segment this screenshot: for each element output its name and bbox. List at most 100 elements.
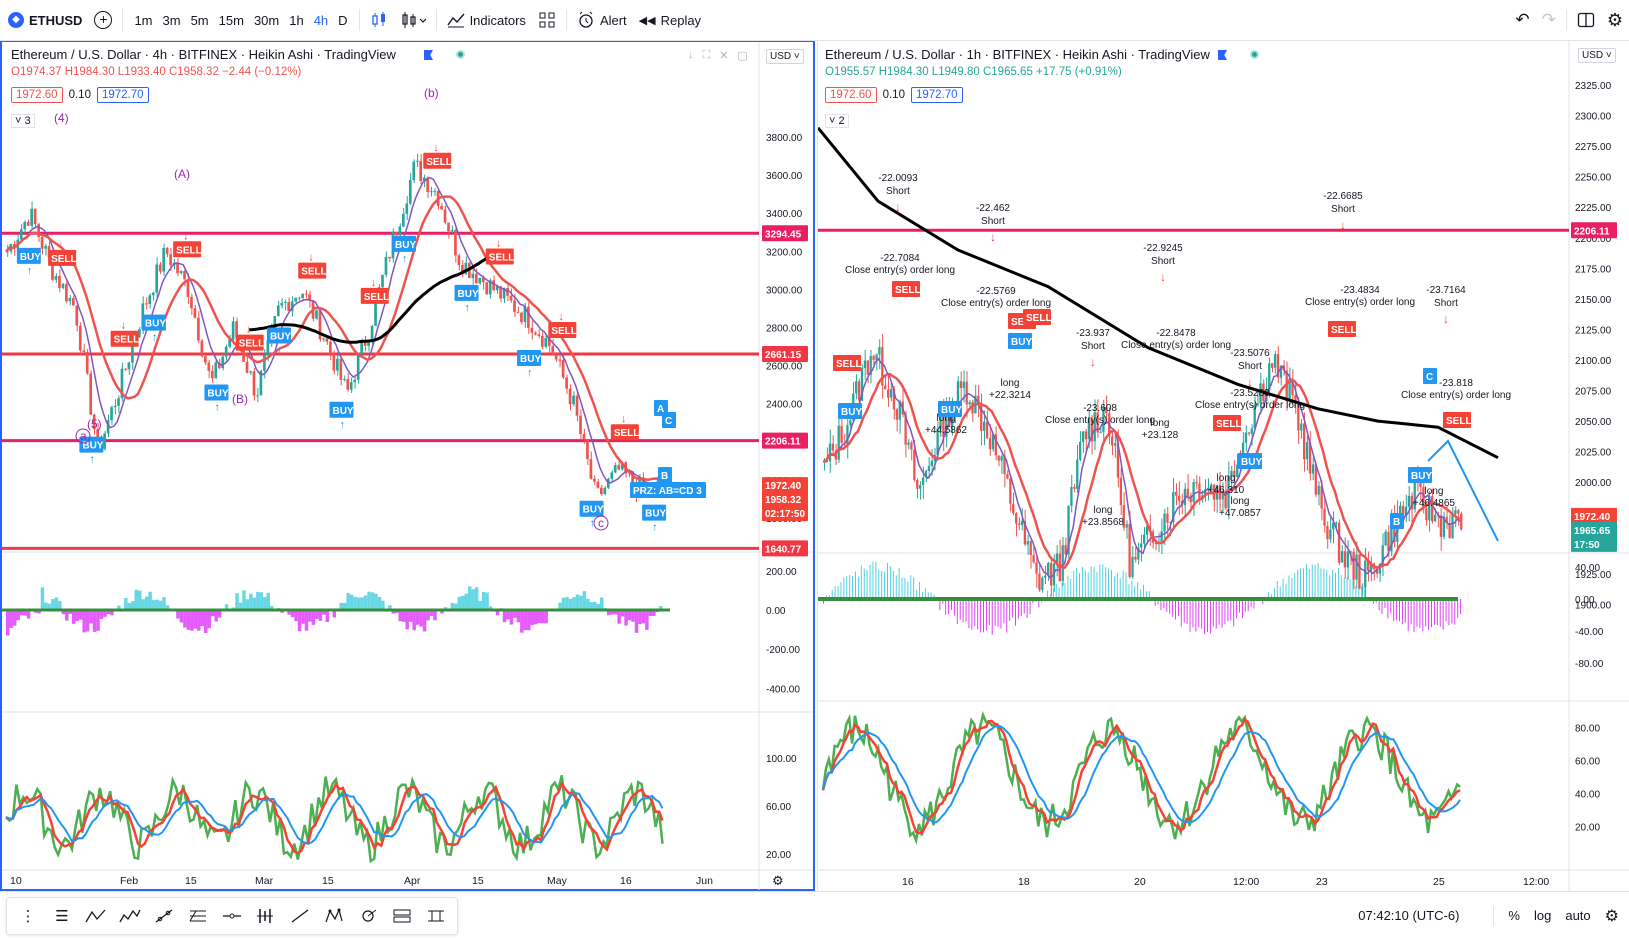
osc1-histogram-bar [659,606,663,610]
candle-body [103,433,106,449]
candle-body [301,293,304,299]
vertical-bars-icon[interactable] [249,901,283,931]
candle-body [1236,464,1239,478]
candle-body [384,256,388,275]
osc1-histogram-bar [1131,580,1133,599]
interval-30m[interactable]: 30m [253,12,280,28]
chart-pane-1h[interactable]: -22.0093 Short ↓ -22.462 Short ↓ -22.9245 Short… [817,41,1629,891]
price-tick-label: 2100.00 [1575,356,1612,367]
interval-15m[interactable]: 15m [218,12,244,28]
osc1-histogram-bar [186,610,191,630]
chart-pane-4h[interactable]: BUY ↑ SELL ↓ BUY ↑ SELL ↓ BUY ↑ SELL ↓ BUY ↑ SELL ↓ BUY ↑… [0,41,815,891]
candle-body [962,381,965,389]
candle-body [363,341,367,346]
alert-button[interactable]: Alert [571,5,633,35]
ray-tool-icon[interactable] [283,901,317,931]
range-tool-icon[interactable] [419,901,453,931]
candle-body [461,264,464,275]
candle-body [1457,510,1460,514]
replay-button[interactable]: ◀◀ Replay [633,5,707,35]
redo-button[interactable]: ↷ [1536,5,1562,35]
clock-time[interactable]: 07:42:10 (UTC-6) [1358,908,1460,923]
hamburger-menu-icon[interactable]: ☰ [55,907,69,925]
sell-signal-tag: SELL [1446,416,1472,427]
horizontal-line-icon[interactable] [215,901,249,931]
layout-button[interactable] [1571,5,1601,35]
osc1-histogram-bar [1262,599,1264,605]
chart-canvas-4h[interactable]: BUY ↑ SELL ↓ BUY ↑ SELL ↓ BUY ↑ SELL ↓ BUY ↑ SELL ↓ BUY ↑… [2,42,813,890]
ellipsis-icon[interactable]: ⋮ [20,907,36,925]
elliott-wave-impulse-icon[interactable] [113,901,147,931]
pattern-tool-icon[interactable] [317,901,351,931]
settings-icon[interactable]: ⚙ [1604,907,1619,925]
chart-canvas-1h[interactable]: -22.0093 Short ↓ -22.462 Short ↓ -22.9245 Short… [818,41,1629,891]
osc1-histogram-bar [1186,599,1188,624]
compare-symbol-button[interactable]: + [88,5,118,35]
interval-4h[interactable]: 4h [313,12,329,28]
indicators-collapse-toggle[interactable]: ˅ 2 [825,114,849,128]
market-status-icon[interactable] [1250,50,1259,59]
heikin-ashi-chart-type-button[interactable] [394,5,432,35]
osc1-histogram-bar [311,610,316,625]
indicators-collapse-toggle[interactable]: ˅ 3 [11,114,35,128]
candle-body [855,381,858,394]
arrow-down-icon[interactable]: ↓ [688,49,694,61]
sell-price-button[interactable]: 1972.60 [825,87,877,103]
position-tool-icon[interactable] [385,901,419,931]
templates-button[interactable] [532,5,562,35]
pattern-point-B-bg [1390,513,1404,529]
interval-1m[interactable]: 1m [134,12,153,28]
auto-scale-toggle[interactable]: auto [1565,908,1591,923]
hline-price-tag: 3294.45 [765,229,802,240]
close-entry-label: Close entry(s) order long [1121,340,1231,351]
candle-body [210,370,214,379]
candle-body [1294,395,1297,404]
candle-body [190,296,193,309]
flag-icon[interactable] [1218,48,1227,63]
candle-body [1102,407,1105,432]
buy-price-button[interactable]: 1972.70 [96,87,149,103]
osc1-histogram-bar [1355,586,1357,599]
candle-body [106,420,110,434]
candle-body [426,177,429,192]
log-scale-toggle[interactable]: log [1533,908,1552,923]
osc1-histogram-bar [872,561,874,599]
osc1-histogram-bar [1239,599,1240,613]
currency-select[interactable]: USD ˅ [766,49,804,64]
interval-d[interactable]: D [338,12,348,28]
price-tick-label: 2125.00 [1575,325,1612,336]
maximize-icon[interactable]: ⛶ [702,49,711,61]
osc1-histogram-bar [1111,569,1112,599]
flag-icon[interactable] [424,48,433,63]
settings-button[interactable]: ⚙ [1601,5,1629,35]
fib-retracement-icon[interactable] [181,901,215,931]
interval-3m[interactable]: 3m [162,12,181,28]
candles-chart-type-button[interactable] [364,5,394,35]
cycle-tool-icon[interactable] [351,901,385,931]
elliott-wave-abcd-icon[interactable] [79,901,113,931]
osc1-histogram-bar [1023,599,1025,614]
interval-5m[interactable]: 5m [190,12,209,28]
candle-body [1204,489,1207,496]
sell-price-button[interactable]: 1972.60 [11,87,63,103]
candle-body [1352,551,1355,580]
candle-body [872,355,875,360]
drawing-toolbar: ⋮ ☰ [6,896,458,935]
ma-fast-line [822,357,1461,579]
close-value-label: -23.5283 [1230,388,1270,399]
indicators-button[interactable]: Indicators [441,5,532,35]
interval-1h[interactable]: 1h [289,12,304,28]
restore-icon[interactable]: ▢ [737,50,748,62]
osc1-histogram-bar [301,610,305,624]
undo-button[interactable]: ↶ [1509,5,1535,35]
currency-select[interactable]: USD ˅ [1578,48,1616,63]
market-status-icon[interactable] [456,50,465,59]
percent-scale-toggle[interactable]: % [1508,908,1520,923]
trend-line-tool-icon[interactable] [147,901,181,931]
buy-price-button[interactable]: 1972.70 [910,87,963,103]
long-position-icon [393,909,411,922]
close-pane-icon[interactable]: ✕ [719,50,729,62]
osc1-histogram-bar [892,570,894,599]
symbol-search-button[interactable]: ◆ ETHUSD [0,5,88,35]
candle-body [1049,563,1053,586]
